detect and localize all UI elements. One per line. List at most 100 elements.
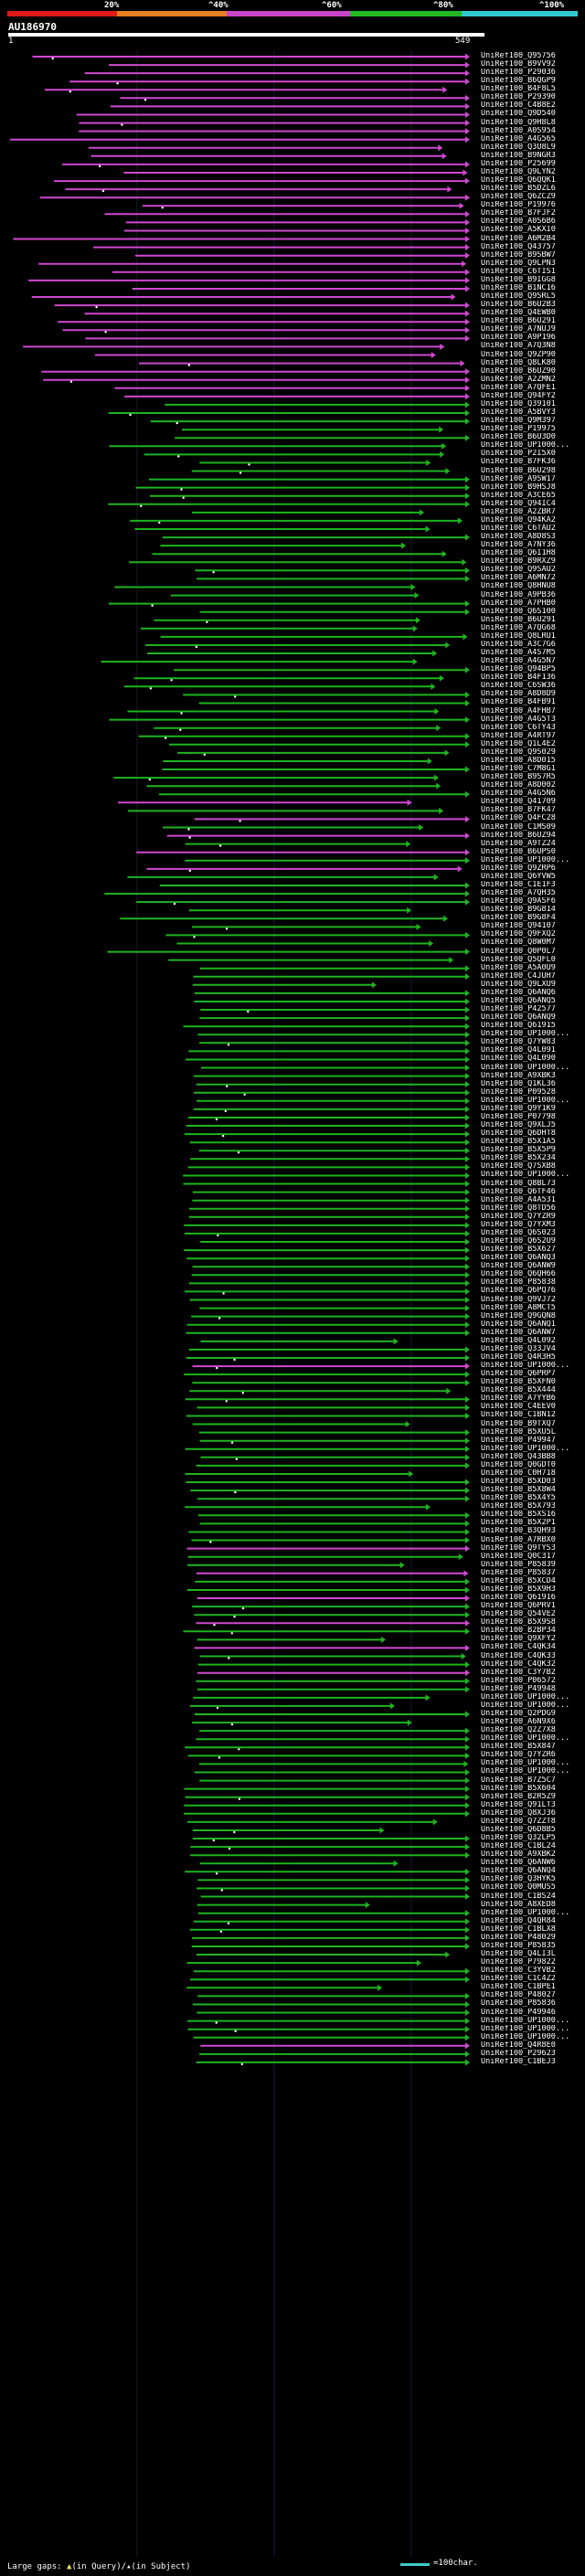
hit-label[interactable]: UniRef100_Q9LYN2: [481, 167, 556, 176]
hit-label[interactable]: UniRef100_P49947: [481, 1436, 556, 1445]
hit-label[interactable]: UniRef100_B6UZ90: [481, 366, 556, 376]
hit-label[interactable]: UniRef100_Q39101: [481, 399, 556, 408]
hit-label[interactable]: UniRef100_Q6QQK1: [481, 176, 556, 186]
hit-label[interactable]: UniRef100_Q61915: [481, 1022, 556, 1031]
hit-label[interactable]: UniRef100_P19975: [481, 425, 556, 434]
hit-label[interactable]: UniRef100_B7Z5C7: [481, 1776, 556, 1785]
hit-label[interactable]: UniRef100_C1BS24: [481, 1892, 556, 1901]
hit-label[interactable]: UniRef100_UP1000...: [481, 1734, 570, 1744]
hit-label[interactable]: UniRef100_B5X1A5: [481, 1138, 556, 1147]
hit-label[interactable]: UniRef100_P06572: [481, 1676, 556, 1685]
hit-label[interactable]: UniRef100_B6U3D0: [481, 433, 556, 442]
hit-label[interactable]: UniRef100_P29036: [481, 69, 556, 78]
hit-label[interactable]: UniRef100_B5X8W4: [481, 1486, 556, 1495]
hit-label[interactable]: UniRef100_A4FHB7: [481, 706, 556, 716]
hit-label[interactable]: UniRef100_Q6ANW6: [481, 1859, 556, 1868]
hit-label[interactable]: UniRef100_Q8HNU8: [481, 582, 556, 591]
hit-label[interactable]: UniRef100_Q6TF46: [481, 1187, 556, 1196]
hit-label[interactable]: UniRef100_UP1000...: [481, 2024, 570, 2033]
hit-label[interactable]: UniRef100_Q0C317: [481, 1552, 556, 1561]
hit-label[interactable]: UniRef100_B9G8F4: [481, 914, 556, 923]
hit-label[interactable]: UniRef100_C1C4Z2: [481, 1975, 556, 1984]
hit-label[interactable]: UniRef100_Q6DHT8: [481, 1129, 556, 1139]
hit-label[interactable]: UniRef100_C0H718: [481, 1468, 556, 1478]
hit-label[interactable]: UniRef100_Q6ANQ6: [481, 988, 556, 997]
hit-label[interactable]: UniRef100_A9XBK2: [481, 1850, 556, 1860]
hit-label[interactable]: UniRef100_B9VV92: [481, 60, 556, 69]
hit-label[interactable]: UniRef100_Q6ANQ4: [481, 1867, 556, 1876]
hit-label[interactable]: UniRef100_Q9D540: [481, 110, 556, 119]
hit-label[interactable]: UniRef100_Q32LP5: [481, 1834, 556, 1843]
hit-label[interactable]: UniRef100_B5X234: [481, 1154, 556, 1163]
hit-label[interactable]: UniRef100_Q7YXM3: [481, 1220, 556, 1229]
hit-label[interactable]: UniRef100_A2ZMN2: [481, 375, 556, 384]
hit-label[interactable]: UniRef100_A5A0U9: [481, 963, 556, 972]
hit-label[interactable]: UniRef100_B9SBW7: [481, 250, 556, 260]
hit-label[interactable]: UniRef100_C4EEV0: [481, 1403, 556, 1412]
hit-label[interactable]: UniRef100_B5X444: [481, 1386, 556, 1395]
hit-label[interactable]: UniRef100_Q9GQN8: [481, 1311, 556, 1320]
hit-label[interactable]: UniRef100_P85839: [481, 1560, 556, 1569]
hit-label[interactable]: UniRef100_A7NY36: [481, 541, 556, 550]
hit-label[interactable]: UniRef100_P85837: [481, 1568, 556, 1577]
hit-label[interactable]: UniRef100_B5X5P9: [481, 1146, 556, 1155]
hit-label[interactable]: UniRef100_B9NGR3: [481, 151, 556, 160]
hit-label[interactable]: UniRef100_A3C7G6: [481, 640, 556, 649]
hit-label[interactable]: UniRef100_Q9M397: [481, 417, 556, 426]
hit-label[interactable]: UniRef100_C4QK34: [481, 1643, 556, 1652]
hit-label[interactable]: UniRef100_B5DZL6: [481, 185, 556, 194]
hit-label[interactable]: UniRef100_A7NUJ9: [481, 325, 556, 334]
hit-label[interactable]: UniRef100_Q8TD56: [481, 1203, 556, 1213]
hit-label[interactable]: UniRef100_Q6PRP7: [481, 1370, 556, 1379]
hit-label[interactable]: UniRef100_A4G5T3: [481, 715, 556, 724]
hit-label[interactable]: UniRef100_UP1000...: [481, 2032, 570, 2041]
hit-label[interactable]: UniRef100_Q94KA2: [481, 515, 556, 525]
hit-label[interactable]: UniRef100_Q6D8B5: [481, 1825, 556, 1834]
hit-label[interactable]: UniRef100_P85838: [481, 1278, 556, 1288]
hit-label[interactable]: UniRef100_Q4L091: [481, 1046, 556, 1055]
hit-label[interactable]: UniRef100_Q8BL73: [481, 1179, 556, 1188]
hit-label[interactable]: UniRef100_Q9S029: [481, 747, 556, 757]
hit-label[interactable]: UniRef100_Q8XJ36: [481, 1808, 556, 1818]
hit-label[interactable]: UniRef100_C1BEJ3: [481, 2057, 556, 2066]
hit-label[interactable]: UniRef100_A9SW17: [481, 474, 556, 483]
hit-label[interactable]: UniRef100_Q6ANQ1: [481, 1320, 556, 1329]
hit-label[interactable]: UniRef100_Q41709: [481, 798, 556, 807]
hit-label[interactable]: UniRef100_Q4R3H5: [481, 1352, 556, 1362]
hit-label[interactable]: UniRef100_B7FK47: [481, 806, 556, 815]
hit-label[interactable]: UniRef100_A9XBK3: [481, 1071, 556, 1080]
hit-label[interactable]: UniRef100_Q4R8E0: [481, 2041, 556, 2050]
hit-label[interactable]: UniRef100_A4G5N6: [481, 790, 556, 799]
hit-label[interactable]: UniRef100_Q2PDG9: [481, 1710, 556, 1718]
hit-label[interactable]: UniRef100_Q94107: [481, 922, 556, 931]
hit-label[interactable]: UniRef100_Q6YVW5: [481, 872, 556, 881]
hit-label[interactable]: UniRef100_A8D8D9: [481, 690, 556, 699]
hit-label[interactable]: UniRef100_B5XS16: [481, 1511, 556, 1520]
hit-label[interactable]: UniRef100_P85835: [481, 1941, 556, 1950]
hit-label[interactable]: UniRef100_B6U298: [481, 466, 556, 475]
hit-label[interactable]: UniRef100_Q7SXB8: [481, 1162, 556, 1171]
hit-label[interactable]: UniRef100_C4JUH7: [481, 971, 556, 981]
hit-label[interactable]: UniRef100_B5X793: [481, 1502, 556, 1511]
hit-label[interactable]: UniRef100_A7Q3N8: [481, 342, 556, 351]
hit-label[interactable]: UniRef100_Q7YW83: [481, 1038, 556, 1047]
hit-label[interactable]: UniRef100_C6SW36: [481, 682, 556, 691]
hit-label[interactable]: UniRef100_Q94BP5: [481, 665, 556, 674]
hit-label[interactable]: UniRef100_Q9TYS3: [481, 1543, 556, 1553]
hit-label[interactable]: UniRef100_Q61916: [481, 1594, 556, 1603]
hit-label[interactable]: UniRef100_B6UZ94: [481, 831, 556, 840]
hit-label[interactable]: UniRef100_P07798: [481, 1112, 556, 1121]
hit-label[interactable]: UniRef100_P29623: [481, 2049, 556, 2058]
hit-label[interactable]: UniRef100_A8XED8: [481, 1900, 556, 1909]
hit-label[interactable]: UniRef100_Q0MUS5: [481, 1883, 556, 1892]
hit-label[interactable]: UniRef100_B5X9S8: [481, 1618, 556, 1627]
hit-label[interactable]: UniRef100_Q6ANQ5: [481, 996, 556, 1005]
hit-label[interactable]: UniRef100_Q7YZR6: [481, 1751, 556, 1760]
hit-label[interactable]: UniRef100_B5X847: [481, 1743, 556, 1752]
hit-label[interactable]: UniRef100_Q9ASF6: [481, 897, 556, 906]
hit-label[interactable]: UniRef100_Q6I1H8: [481, 549, 556, 558]
hit-label[interactable]: UniRef100_P79822: [481, 1958, 556, 1967]
hit-label[interactable]: UniRef100_C3YVB2: [481, 1966, 556, 1976]
hit-label[interactable]: UniRef100_Q91LT3: [481, 1800, 556, 1809]
hit-label[interactable]: UniRef100_Q9ZRP6: [481, 864, 556, 873]
